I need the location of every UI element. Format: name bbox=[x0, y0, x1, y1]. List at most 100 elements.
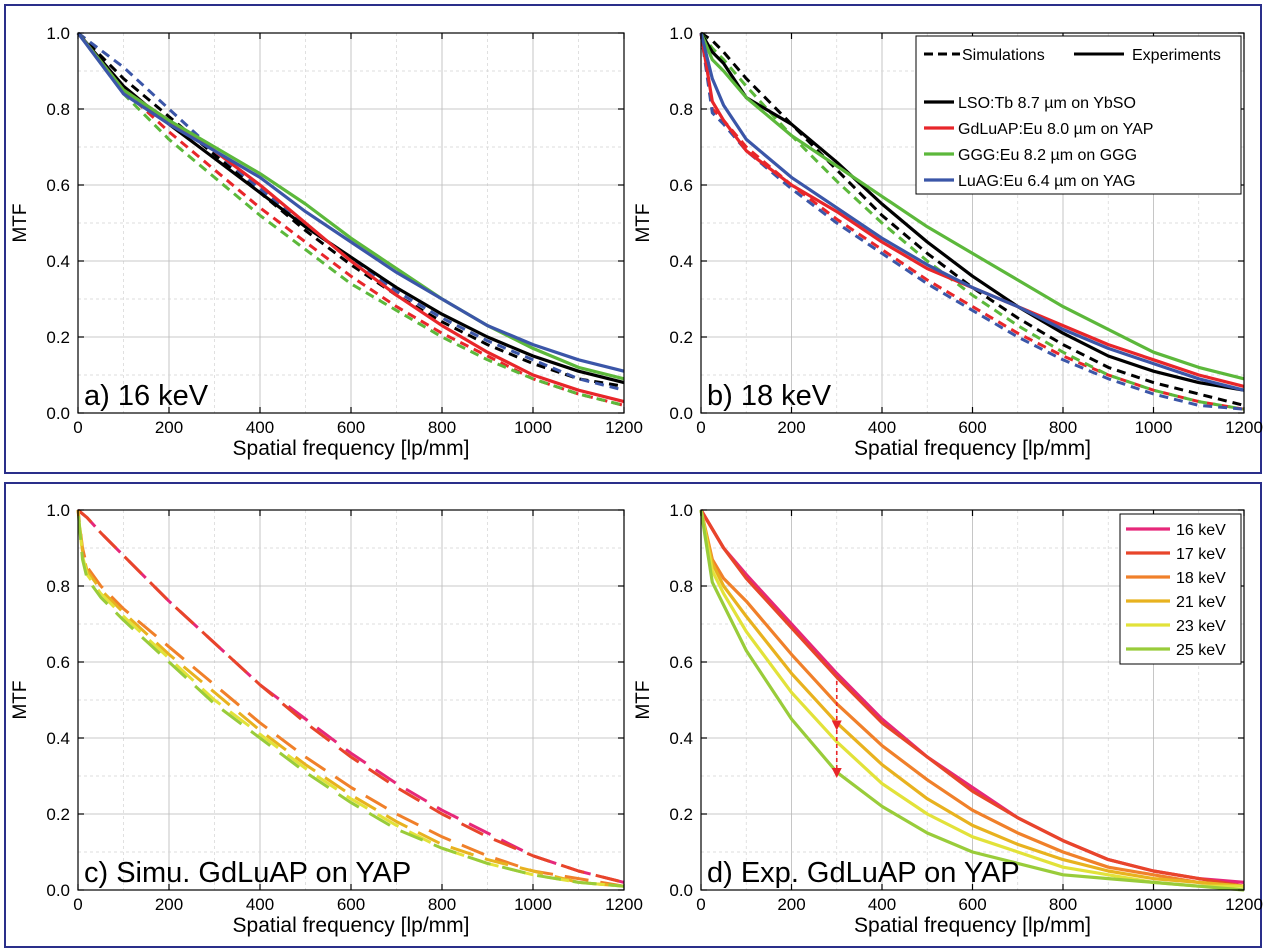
series-line-experiment-3 bbox=[76, 32, 625, 373]
y-tick-label: 0.8 bbox=[46, 577, 70, 596]
x-axis-label: Spatial frequency [lp/mm] bbox=[854, 437, 1091, 460]
y-tick-label: 0.0 bbox=[46, 404, 70, 423]
series-line-exp-2 bbox=[699, 509, 1245, 888]
legend-experiments-label: Experiments bbox=[1132, 47, 1221, 64]
y-tick-label: 0.8 bbox=[46, 100, 70, 119]
annotation-arrow-head bbox=[831, 768, 842, 778]
legend-entry: GdLuAP:Eu 8.0 µm on YAP bbox=[958, 121, 1153, 138]
top-panel-frame bbox=[4, 4, 1262, 474]
x-tick-label: 1000 bbox=[514, 895, 552, 914]
x-tick-label: 1200 bbox=[1225, 418, 1263, 437]
y-tick-label: 0.6 bbox=[46, 176, 70, 195]
x-tick-label: 1000 bbox=[1135, 895, 1173, 914]
series-line-experiment-3 bbox=[699, 32, 1245, 392]
y-tick-label: 0.2 bbox=[46, 328, 70, 347]
chart-panel-2: 0 200 400 600 800 1000 1200 0.0 0.2 0.4 0.6 0.8 1.0 S… bbox=[633, 24, 1263, 460]
x-tick-label: 800 bbox=[1049, 418, 1077, 437]
x-tick-label: 200 bbox=[777, 418, 805, 437]
series-line-experiment-2 bbox=[76, 32, 625, 381]
x-tick-label: 1000 bbox=[1135, 418, 1173, 437]
legend-entry: 18 keV bbox=[1176, 570, 1226, 587]
x-tick-label: 0 bbox=[696, 895, 705, 914]
x-tick-label: 800 bbox=[428, 418, 456, 437]
y-tick-label: 1.0 bbox=[669, 501, 693, 520]
legend-entry: 17 keV bbox=[1176, 546, 1226, 563]
x-tick-label: 800 bbox=[428, 895, 456, 914]
x-tick-label: 1200 bbox=[1225, 895, 1263, 914]
series-line-simulation-0 bbox=[77, 508, 625, 884]
y-tick-label: 0.6 bbox=[669, 176, 693, 195]
y-tick-label: 0.6 bbox=[46, 653, 70, 672]
x-tick-label: 400 bbox=[868, 418, 896, 437]
y-tick-label: 0.2 bbox=[669, 805, 693, 824]
series-line-simulation-3 bbox=[76, 509, 625, 888]
y-tick-label: 0.6 bbox=[669, 653, 693, 672]
chart-panel-1: 0 200 400 600 800 1000 1200 0.0 0.2 0.4 0.6 0.8 1.0 S… bbox=[10, 24, 643, 460]
x-tick-label: 1200 bbox=[605, 418, 643, 437]
x-tick-label: 600 bbox=[958, 418, 986, 437]
x-tick-label: 400 bbox=[246, 895, 274, 914]
x-axis-label: Spatial frequency [lp/mm] bbox=[233, 914, 470, 937]
x-tick-label: 800 bbox=[1049, 895, 1077, 914]
y-tick-label: 0.2 bbox=[669, 328, 693, 347]
y-tick-label: 0.4 bbox=[46, 729, 70, 748]
y-tick-label: 0.4 bbox=[669, 729, 693, 748]
series-line-simulation-6 bbox=[76, 32, 625, 407]
legend-entry: LuAG:Eu 6.4 µm on YAG bbox=[958, 173, 1136, 190]
legend-entry: LSO:Tb 8.7 µm on YbSO bbox=[958, 95, 1136, 112]
series-line-exp-3 bbox=[699, 509, 1245, 888]
series-line-experiment-0 bbox=[699, 32, 1245, 392]
x-tick-label: 400 bbox=[868, 895, 896, 914]
y-tick-label: 1.0 bbox=[46, 501, 70, 520]
series-line-simulation-4 bbox=[76, 31, 625, 388]
series-line-simulation-6 bbox=[699, 32, 1245, 411]
chart-panel-4: 0 200 400 600 800 1000 1200 0.0 0.2 0.4 0.6 0.8 1.0 S… bbox=[633, 501, 1263, 937]
y-axis-label: MTF bbox=[633, 680, 654, 719]
series-line-simulation-1 bbox=[77, 508, 625, 884]
legend-entry: GGG:Eu 8.2 µm on GGG bbox=[958, 147, 1137, 164]
x-tick-label: 1200 bbox=[605, 895, 643, 914]
y-tick-label: 1.0 bbox=[46, 24, 70, 43]
x-tick-label: 600 bbox=[337, 895, 365, 914]
series-line-simulation-4 bbox=[700, 31, 1245, 407]
x-axis-label: Spatial frequency [lp/mm] bbox=[233, 437, 470, 460]
x-axis-label: Spatial frequency [lp/mm] bbox=[854, 914, 1091, 937]
y-tick-label: 1.0 bbox=[669, 24, 693, 43]
series-line-experiment-2 bbox=[699, 32, 1245, 381]
x-tick-label: 0 bbox=[73, 418, 82, 437]
series-line-simulation-2 bbox=[76, 509, 625, 888]
legend-simulations-label: Simulations bbox=[962, 47, 1045, 64]
chart-panel-3: 0 200 400 600 800 1000 1200 0.0 0.2 0.4 0.6 0.8 1.0 S… bbox=[10, 501, 643, 937]
y-tick-label: 0.8 bbox=[669, 577, 693, 596]
y-tick-label: 0.2 bbox=[46, 805, 70, 824]
x-tick-label: 0 bbox=[696, 418, 705, 437]
y-tick-label: 0.4 bbox=[46, 252, 70, 271]
y-tick-label: 0.4 bbox=[669, 252, 693, 271]
legend-entry: 25 keV bbox=[1176, 642, 1226, 659]
y-tick-label: 0.0 bbox=[669, 881, 693, 900]
x-tick-label: 0 bbox=[73, 895, 82, 914]
annotation-arrow-head-mid bbox=[831, 720, 842, 731]
panel-label: d) Exp. GdLuAP on YAP bbox=[707, 857, 1020, 889]
series-line-exp-1 bbox=[699, 509, 1245, 888]
x-tick-label: 400 bbox=[246, 418, 274, 437]
series-line-exp-5 bbox=[699, 509, 1245, 892]
x-tick-label: 200 bbox=[155, 418, 183, 437]
x-tick-label: 600 bbox=[337, 418, 365, 437]
series-line-experiment-1 bbox=[699, 32, 1245, 388]
y-axis-label: MTF bbox=[10, 680, 31, 719]
legend-entry: 21 keV bbox=[1176, 594, 1226, 611]
bottom-panel-frame bbox=[4, 482, 1262, 948]
panel-label: b) 18 keV bbox=[707, 380, 832, 412]
legend-entry: 23 keV bbox=[1176, 618, 1226, 635]
y-tick-label: 0.8 bbox=[669, 100, 693, 119]
y-axis-label: MTF bbox=[633, 203, 654, 242]
x-tick-label: 200 bbox=[777, 895, 805, 914]
legend-box bbox=[1119, 513, 1242, 665]
legend-entry: 16 keV bbox=[1176, 522, 1226, 539]
series-line-simulation-5 bbox=[76, 509, 625, 888]
y-axis-label: MTF bbox=[10, 203, 31, 242]
legend-box bbox=[915, 35, 1242, 195]
x-tick-label: 200 bbox=[155, 895, 183, 914]
